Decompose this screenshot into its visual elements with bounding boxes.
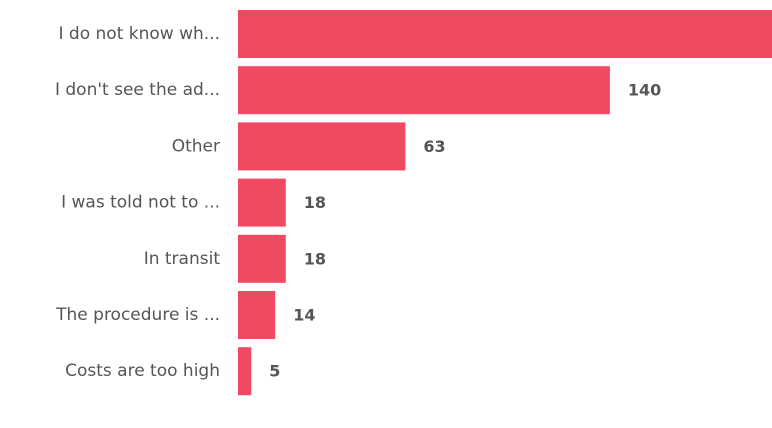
bar [238, 178, 286, 227]
bar [238, 347, 252, 396]
value-labels-group: 140 63 18 18 14 5 [269, 81, 661, 381]
value-label: 14 [293, 306, 315, 325]
category-label: I don't see the ad... [55, 80, 220, 100]
value-label: 140 [628, 81, 661, 100]
bar [238, 291, 276, 339]
value-label: 18 [304, 193, 326, 212]
category-label: I was told not to ... [61, 193, 220, 213]
category-label: I do not know wh... [59, 24, 220, 44]
category-label: The procedure is ... [55, 305, 220, 325]
bar [238, 66, 610, 115]
category-labels-group: I do not know wh... I don't see the ad...… [55, 24, 220, 381]
value-label: 63 [423, 137, 445, 156]
value-label: 18 [304, 249, 326, 268]
category-label: Other [172, 136, 220, 156]
bar [238, 10, 772, 58]
category-label: In transit [144, 249, 221, 269]
bar [238, 122, 406, 171]
value-label: 5 [269, 362, 280, 381]
bar [238, 234, 286, 283]
bars-group [238, 10, 772, 396]
category-label: Costs are too high [65, 361, 220, 381]
